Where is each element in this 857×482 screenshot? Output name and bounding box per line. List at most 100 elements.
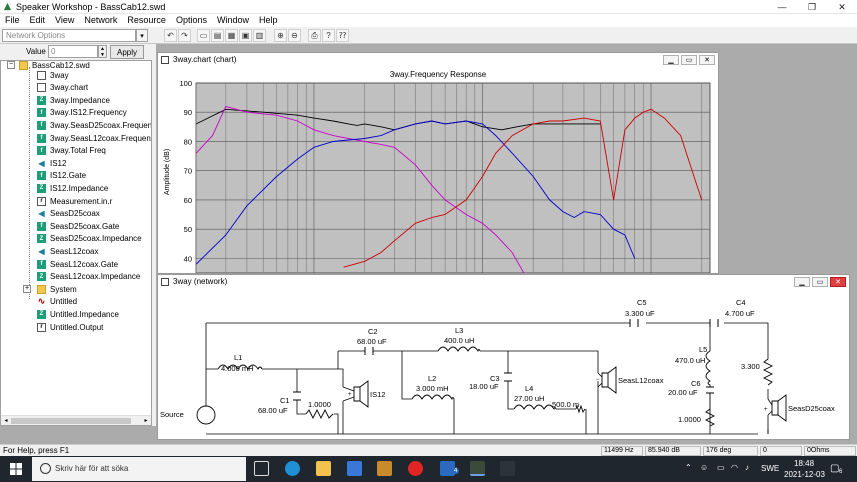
chart-window: 3way.chart (chart) ▁ ▭ ✕ 3way.Frequency … — [157, 52, 719, 274]
tree-item[interactable]: ◀ SeasD25coax — [37, 208, 100, 220]
tree-item[interactable]: ◀ IS12 — [37, 157, 66, 169]
tree-item[interactable]: + System — [23, 283, 77, 295]
tree-item[interactable]: f 3way.IS12.Frequency — [37, 107, 127, 119]
zoom-out-icon[interactable]: ⊖ — [288, 29, 301, 42]
mail-icon[interactable] — [440, 461, 455, 476]
media-player-icon[interactable] — [377, 461, 392, 476]
signal-source[interactable] — [196, 405, 216, 425]
app-icon — [3, 2, 12, 11]
chevron-down-icon[interactable]: ▾ — [136, 29, 148, 42]
tray-volume-icon[interactable]: ♪ — [745, 463, 749, 472]
open-icon[interactable]: ▭ — [197, 29, 210, 42]
tree-root-label: BassCab12.swd — [32, 60, 90, 70]
taskbar-search-box[interactable]: Skriv här för att söka — [32, 457, 246, 481]
driver-seasd25coax-symbol[interactable] — [771, 394, 787, 422]
tray-battery-icon[interactable]: ▭ — [717, 463, 725, 472]
speaker-workshop-taskbar-icon[interactable] — [470, 461, 485, 476]
tray-chevron-icon[interactable]: ⌃ — [685, 463, 692, 472]
tree-root[interactable]: − BassCab12.swd — [7, 60, 90, 71]
pinned-app-icon[interactable] — [500, 461, 515, 476]
menu-help[interactable]: Help — [258, 15, 278, 25]
wire-l2-branch — [401, 351, 455, 434]
value-input[interactable]: 0 — [48, 45, 98, 58]
store-icon[interactable] — [347, 461, 362, 476]
tree-item[interactable]: 3way.chart — [37, 82, 88, 94]
windows-start-icon[interactable] — [10, 463, 22, 475]
tree-item[interactable]: Z SeasD25coax.Impedance — [37, 233, 142, 245]
tree-item[interactable]: Z Untitled.Impedance — [37, 308, 119, 320]
network-options-select[interactable]: Network Options — [2, 29, 136, 42]
edge-browser-icon[interactable] — [285, 461, 300, 476]
tree-item[interactable]: Z 3way.Impedance — [37, 94, 110, 106]
redo-icon[interactable]: ↷ — [178, 29, 191, 42]
network-close-button[interactable]: ✕ — [830, 277, 846, 287]
tree-item[interactable]: 3way — [37, 69, 69, 81]
tree-item[interactable]: r Measurement.in.r — [37, 195, 112, 207]
undo-icon[interactable]: ↶ — [164, 29, 177, 42]
notification-center-icon[interactable]: ▢ — [830, 463, 840, 474]
menu-resource[interactable]: Resource — [127, 15, 166, 25]
grid-view-icon[interactable]: ▦ — [225, 29, 238, 42]
minimize-button[interactable]: — — [777, 2, 787, 12]
task-view-icon[interactable] — [254, 461, 269, 476]
tree-item[interactable]: ∿ Untitled — [37, 296, 77, 308]
help-icon[interactable]: ? — [322, 29, 335, 42]
network-window-titlebar[interactable]: 3way (network) ▁ ▭ ✕ — [158, 275, 849, 289]
tray-time[interactable]: 18:48 — [794, 459, 815, 468]
taskbar: Skriv här för att söka 4 ⌃ ☺ ▭ ◠ ♪ SWE 1… — [0, 456, 857, 482]
tray-network-icon[interactable]: ◠ — [731, 463, 738, 472]
chart-maximize-button[interactable]: ▭ — [681, 55, 697, 65]
tree-item[interactable]: f SeasD25coax.Gate — [37, 220, 119, 232]
c1-name: C1 — [280, 396, 290, 405]
cascade-icon[interactable]: ▥ — [253, 29, 266, 42]
driver-seasl12coax-symbol[interactable] — [601, 366, 617, 394]
table-view-icon[interactable]: ▤ — [211, 29, 224, 42]
tree-item[interactable]: f SeasL12coax.Gate — [37, 258, 118, 270]
tree-item[interactable]: f 3way.SeasL12coax.Frequenc — [37, 132, 151, 144]
expand-icon[interactable]: + — [23, 285, 31, 294]
network-maximize-button[interactable]: ▭ — [812, 277, 828, 287]
tree-item[interactable]: f 3way.Total Freq — [37, 145, 106, 157]
opera-browser-icon[interactable] — [408, 461, 423, 476]
close-button[interactable]: ✕ — [838, 1, 846, 12]
tree-item[interactable]: f IS12.Gate — [37, 170, 86, 182]
menu-network[interactable]: Network — [84, 15, 118, 25]
zoom-in-icon[interactable]: ⊕ — [274, 29, 287, 42]
series-line-3 — [343, 108, 703, 268]
tray-language[interactable]: SWE — [761, 464, 780, 473]
impedance-icon: Z — [37, 234, 46, 244]
menu-options[interactable]: Options — [175, 15, 207, 25]
tree-item-label: 3way.SeasD25coax.Frequenc — [50, 120, 152, 130]
network-minimize-button[interactable]: ▁ — [794, 277, 810, 287]
tree-item[interactable]: r Untitled.Output — [37, 321, 103, 333]
scroll-left-icon[interactable]: ◂ — [4, 418, 8, 424]
scroll-thumb[interactable] — [11, 418, 131, 424]
panel-splitter[interactable] — [152, 44, 156, 426]
menu-edit[interactable]: Edit — [29, 15, 46, 25]
tray-people-icon[interactable]: ☺ — [700, 463, 709, 472]
chart-window-titlebar[interactable]: 3way.chart (chart) ▁ ▭ ✕ — [158, 53, 718, 67]
scroll-right-icon[interactable]: ▸ — [144, 418, 148, 424]
horizontal-scrollbar[interactable]: ◂ ▸ — [1, 415, 151, 425]
restore-button[interactable]: ❐ — [807, 1, 817, 12]
driver-is12-symbol[interactable] — [353, 380, 369, 408]
tile-icon[interactable]: ▣ — [239, 29, 252, 42]
chart-minimize-button[interactable]: ▁ — [663, 55, 679, 65]
apply-button[interactable]: Apply — [110, 45, 144, 59]
value-spinner[interactable]: ▲ ▼ — [98, 45, 107, 58]
chart-close-button[interactable]: ✕ — [699, 55, 715, 65]
tree-item[interactable]: Z SeasL12coax.Impedance — [37, 271, 140, 283]
menu-view[interactable]: View — [55, 15, 75, 25]
r4-value: 3.300 — [741, 362, 760, 371]
tray-date[interactable]: 2021-12-03 — [784, 470, 825, 479]
print-icon[interactable]: ⎙ — [308, 29, 321, 42]
tree-item-label: SeasD25coax — [50, 209, 100, 219]
context-help-icon[interactable]: ⁇ — [336, 29, 349, 42]
tree-item[interactable]: Z IS12.Impedance — [37, 182, 108, 194]
collapse-icon[interactable]: − — [7, 61, 15, 69]
tree-item[interactable]: ◀ SeasL12coax — [37, 245, 98, 257]
file-explorer-icon[interactable] — [316, 461, 331, 476]
tree-item[interactable]: f 3way.SeasD25coax.Frequenc — [37, 119, 152, 131]
menu-window[interactable]: Window — [216, 15, 249, 25]
menu-file[interactable]: File — [5, 15, 20, 25]
